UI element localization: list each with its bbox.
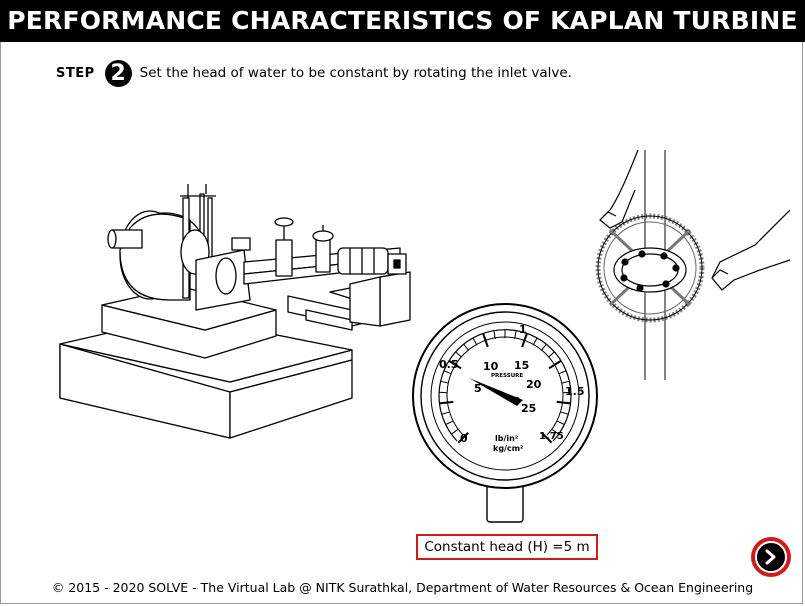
- gauge-tick: [443, 370, 452, 375]
- gauge-tick: [514, 330, 517, 339]
- gauge-tick: [547, 351, 555, 358]
- gauge-tick: [448, 360, 462, 370]
- page-title: PERFORMANCE CHARACTERISTICS OF KAPLAN TU…: [0, 0, 805, 42]
- gauge-label-1: 1: [519, 323, 527, 336]
- gauge-unit-imperial: lb/in²: [495, 434, 519, 443]
- gauge-tick: [482, 333, 489, 348]
- gauge-tick: [552, 429, 560, 435]
- gauge-tick: [457, 432, 469, 444]
- gauge-label-1.75: 1.75: [539, 431, 564, 442]
- arrow-right-icon: [755, 541, 787, 573]
- next-button[interactable]: [751, 537, 791, 577]
- footer-copyright: © 2015 - 2020 SOLVE - The Virtual Lab @ …: [51, 580, 754, 595]
- gauge-tick: [540, 344, 547, 351]
- kaplan-turbine-illustration: [59, 184, 411, 439]
- gauge-tick: [441, 411, 450, 415]
- gauge-label-1.5: 1.5: [565, 385, 585, 398]
- gauge-label-10: 10: [483, 360, 499, 373]
- gauge-label-20: 20: [526, 378, 542, 391]
- gauge-tick: [561, 380, 570, 384]
- gauge-tick: [450, 429, 458, 435]
- gauge-label-5: 5: [474, 382, 482, 395]
- constant-head-readout: Constant head (H) =5 m: [416, 534, 598, 560]
- gauge-ticks: [439, 330, 571, 444]
- gauge-label-25: 25: [521, 402, 536, 415]
- gauge-tick: [560, 411, 569, 415]
- gauge-tick: [557, 420, 565, 426]
- gauge-needle: [469, 378, 523, 406]
- gauge-tick: [493, 330, 496, 339]
- gauge-label-0.5: 0.5: [439, 358, 459, 371]
- gauge-label-15: 15: [514, 359, 529, 372]
- gauge-tick: [558, 370, 567, 375]
- gauge-tick: [532, 337, 538, 346]
- gauge-tick: [439, 400, 454, 405]
- gauge-tick: [548, 360, 562, 370]
- step-text: Set the head of water to be constant by …: [139, 65, 572, 81]
- inlet-valve-wheel[interactable]: [590, 150, 790, 390]
- gauge-tick: [455, 351, 463, 358]
- gauge-tick: [541, 432, 553, 444]
- gauge-tick: [440, 380, 449, 384]
- step-number-badge: 2: [104, 59, 132, 87]
- gauge-label-0: 0: [460, 432, 468, 445]
- gauge-tick: [521, 333, 528, 348]
- gauge-tick: [445, 420, 453, 426]
- step-instruction: STEP 2 Set the head of water to be const…: [56, 58, 572, 88]
- step-label: STEP: [56, 65, 95, 81]
- gauge-tick: [556, 400, 571, 405]
- gauge-pressure-label: PRESSURE: [491, 373, 523, 379]
- pressure-gauge: 0 0.5 1 1.5 1.75 5 10 15 20 25 PRESSURE …: [412, 303, 598, 523]
- gauge-tick: [463, 344, 470, 351]
- gauge-tick: [472, 337, 478, 346]
- gauge-unit-metric: kg/cm²: [493, 444, 524, 453]
